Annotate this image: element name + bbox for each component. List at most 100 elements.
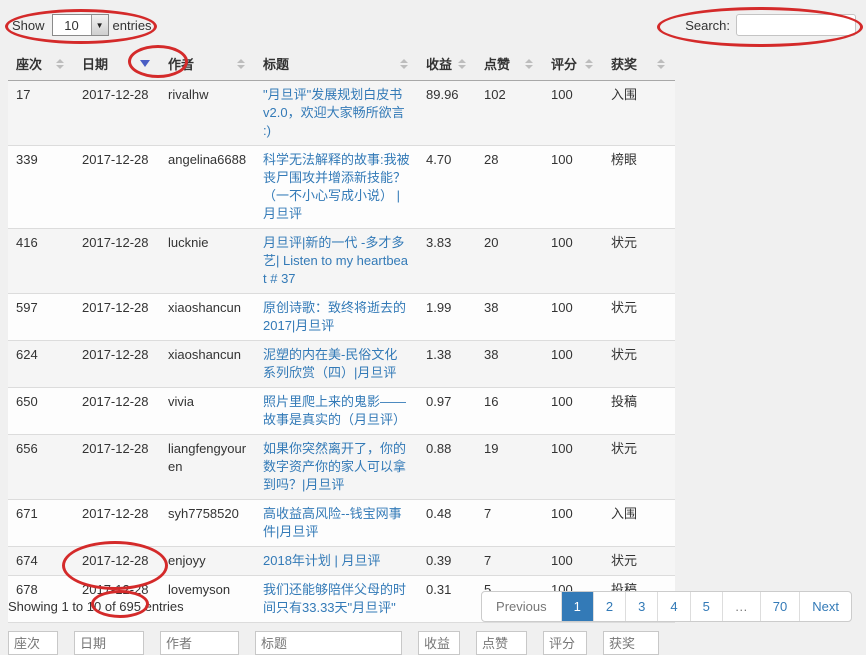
cell-award: 入围 (603, 80, 675, 146)
column-header-author[interactable]: 作者 (160, 47, 255, 81)
filter-input-likes[interactable] (476, 631, 527, 655)
page-button-3[interactable]: 3 (625, 592, 657, 621)
search-input[interactable] (736, 14, 856, 36)
page-button-2[interactable]: 2 (592, 592, 625, 621)
cell-rank: 339 (8, 145, 74, 229)
cell-title: 如果你突然离开了，你的数字资产你的家人可以拿到吗？|月旦评 (255, 434, 418, 500)
cell-likes: 7 (476, 546, 543, 576)
show-label: Show (12, 17, 45, 33)
page-button-1[interactable]: 1 (560, 592, 593, 621)
table-controls-bar: Show 10 ▼ entries Search: (0, 0, 866, 37)
filter-col-award (603, 631, 675, 655)
cell-revenue: 3.83 (418, 228, 476, 294)
sort-both-icon (458, 58, 466, 69)
column-header-rank[interactable]: 座次 (8, 47, 74, 81)
filter-input-award[interactable] (603, 631, 659, 655)
entries-label: entries (112, 17, 152, 33)
post-title-link[interactable]: 如果你突然离开了，你的数字资产你的家人可以拿到吗？|月旦评 (263, 441, 407, 492)
cell-likes: 102 (476, 80, 543, 146)
post-title-link[interactable]: 我们还能够陪伴父母的时间只有33.33天"月旦评" (263, 582, 407, 615)
cell-score: 100 (543, 293, 603, 341)
cell-rank: 650 (8, 387, 74, 435)
cell-score: 100 (543, 499, 603, 547)
cell-revenue: 4.70 (418, 145, 476, 229)
page-length-select[interactable]: 10 ▼ (51, 14, 109, 36)
filter-input-title[interactable] (255, 631, 402, 655)
filter-col-score (543, 631, 603, 655)
column-header-label: 座次 (16, 57, 43, 72)
table-row: 624 2017-12-28 xiaoshancun 泥塑的内在美-民俗文化系列欣赏（… (8, 340, 675, 388)
cell-author: xiaoshancun (160, 340, 255, 388)
cell-likes: 19 (476, 434, 543, 500)
column-header-award[interactable]: 获奖 (603, 47, 675, 81)
post-title-link[interactable]: "月旦评"发展规划白皮书 v2.0，欢迎大家畅所欲言 :) (263, 87, 405, 138)
filter-input-date[interactable] (74, 631, 144, 655)
cell-title: 我们还能够陪伴父母的时间只有33.33天"月旦评" (255, 575, 418, 623)
cell-likes: 7 (476, 499, 543, 547)
cell-revenue: 0.31 (418, 575, 476, 623)
column-header-label: 标题 (263, 57, 290, 72)
column-header-revenue[interactable]: 收益 (418, 47, 476, 81)
cell-title: 科学无法解释的故事:我被丧尸围攻并增添新技能？（一不小心写成小说） | 月旦评 (255, 145, 418, 229)
post-title-link[interactable]: 2018年计划 | 月旦评 (263, 553, 381, 568)
cell-title: 照片里爬上来的鬼影——故事是真实的（月旦评） (255, 387, 418, 435)
sort-both-icon (585, 58, 593, 69)
column-header-likes[interactable]: 点赞 (476, 47, 543, 81)
cell-date: 2017-12-28 (74, 499, 160, 547)
table-row: 656 2017-12-28 liangfengyouren 如果你突然离开了，你的数… (8, 434, 675, 500)
cell-date: 2017-12-28 (74, 293, 160, 341)
showing-entries-info: Showing 1 to 10 of 695 entries (8, 599, 184, 614)
filter-input-score[interactable] (543, 631, 587, 655)
post-title-link[interactable]: 照片里爬上来的鬼影——故事是真实的（月旦评） (263, 394, 407, 427)
column-filter-row (8, 631, 675, 655)
cell-likes: 28 (476, 145, 543, 229)
filter-input-author[interactable] (160, 631, 239, 655)
post-title-link[interactable]: 月旦评|新的一代 -多才多艺| Listen to my heartbeat #… (263, 235, 409, 286)
cell-score: 100 (543, 228, 603, 294)
filter-input-revenue[interactable] (418, 631, 460, 655)
filter-col-date (74, 631, 160, 655)
cell-rank: 674 (8, 546, 74, 576)
post-title-link[interactable]: 科学无法解释的故事:我被丧尸围攻并增添新技能？（一不小心写成小说） | 月旦评 (263, 152, 410, 221)
page-button-70[interactable]: 70 (759, 592, 799, 621)
column-header-label: 作者 (168, 57, 195, 72)
post-title-link[interactable]: 原创诗歌：致终将逝去的2017|月旦评 (263, 300, 407, 333)
previous-button[interactable]: Previous (496, 599, 547, 614)
cell-author: enjoyy (160, 546, 255, 576)
next-button[interactable]: Next (799, 592, 851, 621)
column-header-label: 收益 (426, 57, 453, 72)
cell-rank: 624 (8, 340, 74, 388)
cell-score: 100 (543, 546, 603, 576)
cell-date: 2017-12-28 (74, 228, 160, 294)
cell-title: 原创诗歌：致终将逝去的2017|月旦评 (255, 293, 418, 341)
page-button-4[interactable]: 4 (657, 592, 689, 621)
page-length-control: Show 10 ▼ entries (8, 14, 159, 36)
filter-input-rank[interactable] (8, 631, 58, 655)
post-title-link[interactable]: 高收益高风险--钱宝网事件|月旦评 (263, 506, 402, 539)
cell-revenue: 1.38 (418, 340, 476, 388)
cell-title: 2018年计划 | 月旦评 (255, 546, 418, 576)
cell-date: 2017-12-28 (74, 145, 160, 229)
column-header-date[interactable]: 日期 (74, 47, 160, 81)
cell-score: 100 (543, 340, 603, 388)
sort-both-icon (657, 58, 665, 69)
cell-score: 100 (543, 387, 603, 435)
cell-rank: 671 (8, 499, 74, 547)
column-header-title[interactable]: 标题 (255, 47, 418, 81)
post-title-link[interactable]: 泥塑的内在美-民俗文化系列欣赏（四）|月旦评 (263, 347, 398, 380)
column-header-label: 点赞 (484, 57, 511, 72)
column-header-label: 日期 (82, 57, 109, 72)
table-row: 339 2017-12-28 angelina6688 科学无法解释的故事:我被丧尸围… (8, 145, 675, 229)
sort-both-icon (525, 58, 533, 69)
dropdown-arrow-icon[interactable]: ▼ (90, 15, 108, 35)
cell-score: 100 (543, 434, 603, 500)
table-row: 650 2017-12-28 vivia 照片里爬上来的鬼影——故事是真实的（月旦评）… (8, 387, 675, 435)
sort-both-icon (400, 58, 408, 69)
cell-likes: 16 (476, 387, 543, 435)
cell-rank: 597 (8, 293, 74, 341)
column-header-score[interactable]: 评分 (543, 47, 603, 81)
filter-col-author (160, 631, 255, 655)
page-button-5[interactable]: 5 (689, 592, 722, 621)
pagination-ellipsis: … (721, 592, 760, 621)
pagination: Previous 1 2 3 4 5… 70 Next (481, 591, 852, 622)
